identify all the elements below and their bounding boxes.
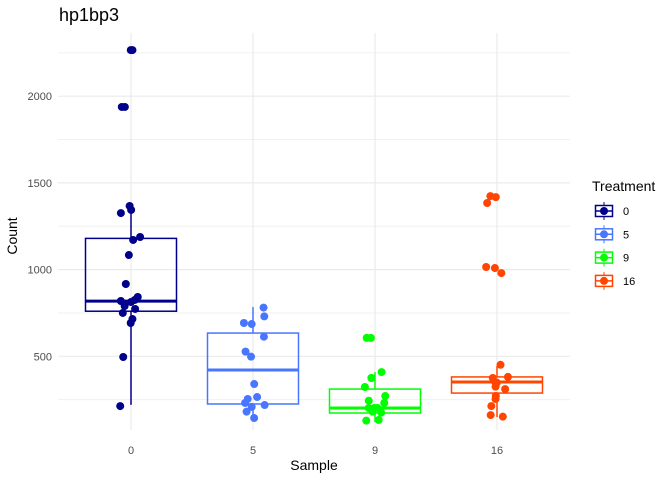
data-point: [126, 298, 135, 307]
data-point: [120, 102, 129, 111]
y-tick-label: 1500: [28, 178, 52, 190]
y-tick-labels: 500 1000 1500 2000: [28, 91, 52, 363]
x-tick-label: 16: [491, 445, 503, 457]
data-point: [118, 308, 127, 317]
data-point: [242, 407, 251, 416]
data-point: [129, 235, 138, 244]
data-point: [239, 319, 248, 328]
data-point: [380, 398, 389, 407]
data-point: [374, 415, 383, 424]
y-tick-label: 1000: [28, 265, 52, 277]
data-point: [360, 382, 369, 391]
data-point: [362, 416, 371, 425]
data-point: [259, 303, 268, 312]
chart-title: hp1bp3: [59, 5, 119, 25]
data-point: [253, 393, 262, 402]
data-point: [503, 372, 512, 381]
data-point: [259, 332, 268, 341]
data-point: [119, 352, 128, 361]
x-axis-label: Sample: [290, 457, 338, 473]
data-point: [491, 382, 500, 391]
data-point: [487, 402, 496, 411]
data-point: [127, 205, 136, 214]
legend-key-point: [600, 276, 608, 285]
data-point: [247, 352, 256, 361]
data-point: [498, 412, 507, 421]
data-point: [381, 392, 390, 401]
data-point: [501, 385, 510, 394]
data-point: [124, 251, 133, 260]
data-point: [491, 394, 500, 403]
y-axis-label: Count: [4, 217, 20, 254]
data-point: [120, 302, 129, 311]
data-point: [260, 401, 269, 410]
data-point: [362, 333, 371, 342]
legend-key-point: [600, 230, 608, 239]
data-point: [116, 402, 125, 411]
y-tick-label: 2000: [28, 91, 52, 103]
data-point: [367, 373, 376, 382]
legend-title: Treatment: [592, 178, 655, 194]
x-tick-label: 0: [128, 445, 134, 457]
legend: Treatment 0 5 9 16: [592, 178, 655, 290]
y-tick-label: 500: [34, 351, 52, 363]
legend-label: 5: [623, 229, 629, 241]
legend-label: 0: [623, 206, 629, 218]
legend-key-point: [600, 207, 608, 215]
grid: [58, 33, 570, 430]
x-tick-labels: 0 5 9 16: [128, 445, 503, 457]
data-point: [483, 199, 492, 208]
data-point: [121, 279, 130, 288]
data-point: [482, 262, 491, 271]
data-point: [247, 320, 256, 329]
data-point: [377, 368, 386, 377]
legend-label: 9: [623, 253, 629, 265]
boxes: [84, 212, 544, 423]
legend-key-point: [600, 253, 608, 262]
data-point: [126, 319, 135, 328]
data-point: [497, 269, 506, 278]
data-point: [368, 407, 377, 416]
data-point: [128, 46, 137, 55]
x-tick-label: 9: [372, 445, 378, 457]
data-point: [260, 312, 269, 321]
x-tick-label: 5: [250, 445, 256, 457]
data-point: [490, 264, 499, 273]
data-point: [136, 233, 145, 242]
data-point: [247, 402, 256, 411]
legend-label: 16: [623, 276, 635, 288]
data-point: [250, 414, 259, 423]
data-point: [491, 193, 500, 202]
data-point: [116, 209, 125, 218]
data-point: [250, 380, 259, 389]
data-point: [131, 304, 140, 313]
data-point: [241, 398, 250, 407]
data-point: [377, 408, 386, 417]
data-point: [486, 411, 495, 420]
data-point: [241, 347, 250, 356]
points: [116, 46, 512, 425]
data-point: [364, 396, 373, 405]
data-point: [496, 360, 505, 369]
